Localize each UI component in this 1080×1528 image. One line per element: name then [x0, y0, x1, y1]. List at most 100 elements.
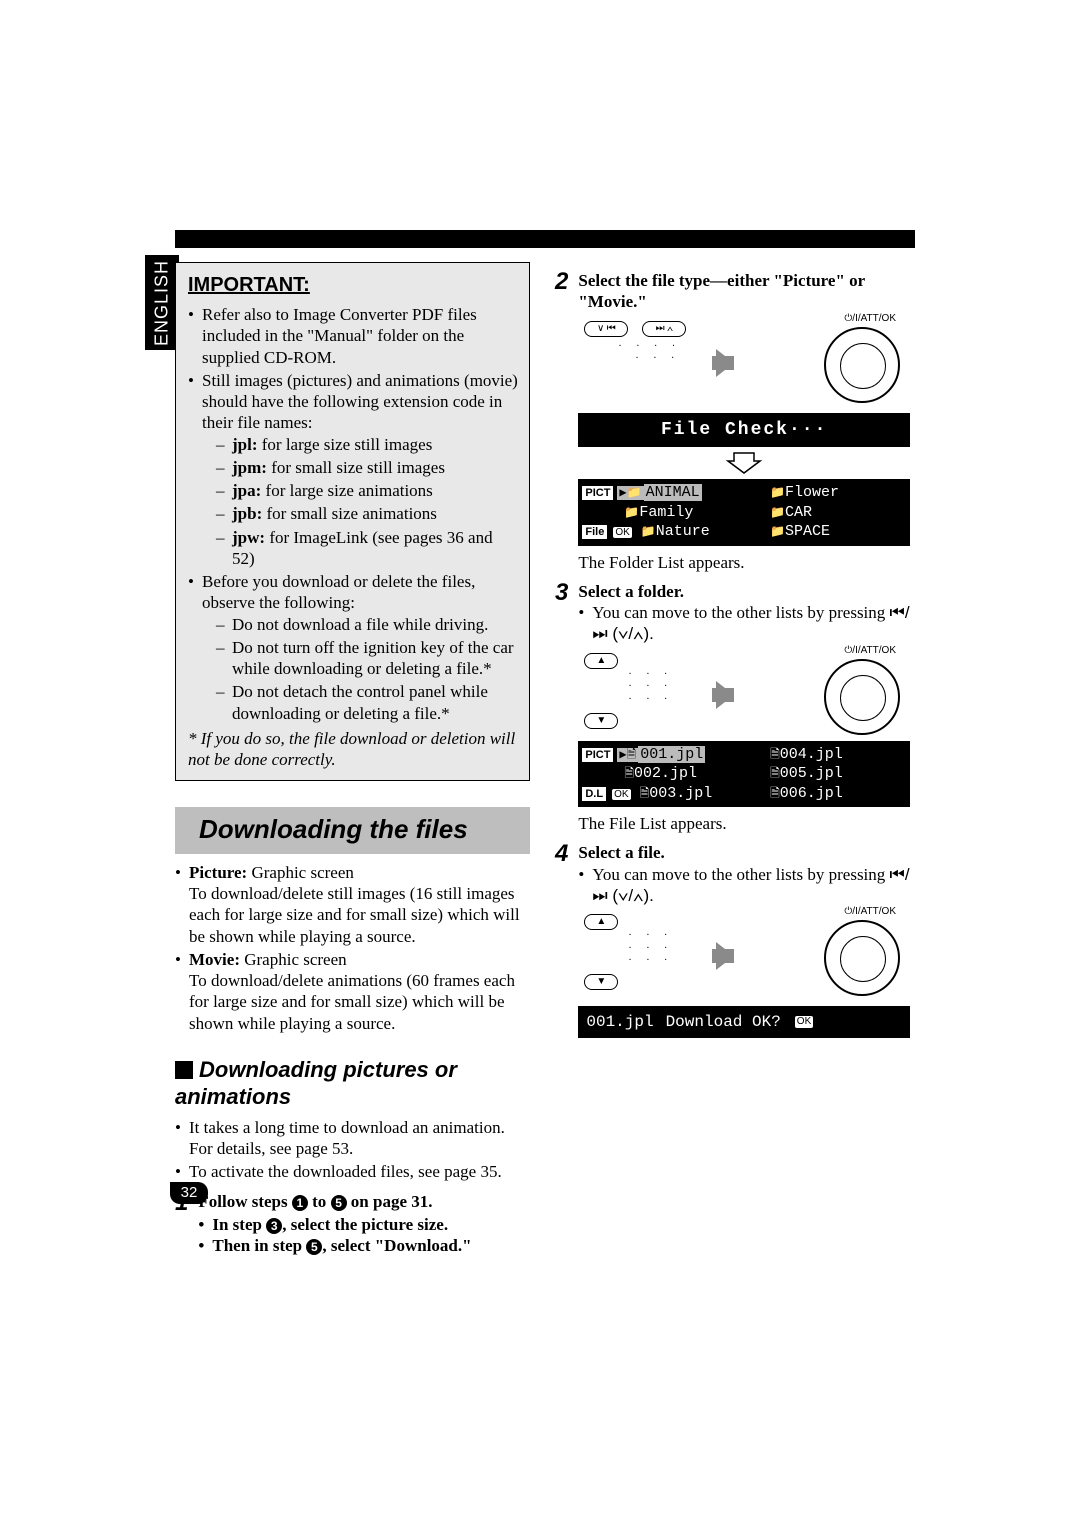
mov-label: Movie:: [189, 950, 240, 969]
imp-b1: Refer also to Image Converter PDF files …: [188, 304, 519, 368]
step-1-line: Follow steps 1 to 5 on page 31.: [198, 1191, 530, 1212]
s1-l3: on page 31.: [347, 1192, 433, 1211]
lcd-file: 001.jpl: [586, 1012, 653, 1032]
top-bar: [175, 230, 915, 248]
fl-r1a: 001.jpl: [638, 746, 705, 763]
fl-r1b: 004.jpl: [780, 746, 843, 763]
fg-r3b: SPACE: [785, 523, 830, 540]
lcd-text: File Check···: [578, 419, 910, 442]
pre-a: It takes a long time to download an anim…: [175, 1117, 530, 1160]
step-4-title: Select a file.: [578, 842, 910, 863]
ext-jpm: jpm: for small size still images: [216, 457, 519, 478]
s4b: You can move to the other lists by press…: [592, 865, 889, 884]
obs-b: Do not turn off the ignition key of the …: [216, 637, 519, 680]
fl-r2b: 005.jpl: [780, 765, 843, 782]
mov-entry: Movie: Graphic screen To download/delete…: [175, 949, 530, 1034]
page-number-badge: 32: [170, 1182, 208, 1204]
important-title: IMPORTANT:: [188, 273, 519, 298]
dial-diagram-4: ▲ ▼ · · ·· · ·· · · ⏻/I/ATT/OK: [578, 912, 910, 1002]
dial-knob-4: [824, 920, 900, 996]
imp-b3-text: Before you download or delete the files,…: [202, 572, 475, 612]
tag-dl: D.L: [582, 787, 606, 801]
ext-jpb: jpb: for small size animations: [216, 503, 519, 524]
step2-caption: The Folder List appears.: [578, 552, 910, 573]
fg-r2b: CAR: [785, 504, 812, 521]
sub-heading-text: Downloading pictures or animations: [175, 1057, 457, 1110]
imp-b2: Still images (pictures) and animations (…: [188, 370, 519, 569]
lcd-file-check: File Check···: [578, 413, 910, 448]
dial-diagram-2: ∨ ⏮ ⏭ ∧ · · · · · · · ⏻/I/ATT/OK: [578, 319, 910, 409]
step4-bullet: You can move to the other lists by press…: [578, 864, 910, 907]
section-banner: Downloading the files: [175, 807, 530, 854]
file-list-lcd: PICT▶🗎001.jpl🗎004.jpl 🗎002.jpl🗎005.jpl D…: [578, 741, 910, 808]
ext-jpm-t: for small size still images: [267, 458, 445, 477]
s1s2b: , select "Download.": [322, 1236, 471, 1255]
important-note: * If you do so, the file download or del…: [188, 728, 519, 771]
btn-up-4: ▲: [584, 914, 618, 930]
dial-diagram-3: ▲ ▼ · · ·· · ·· · · ⏻/I/ATT/OK: [578, 651, 910, 741]
btn-up: ▲: [584, 653, 618, 669]
left-column: IMPORTANT: Refer also to Image Converter…: [175, 262, 530, 1256]
ext-jpa: jpa: for large size animations: [216, 480, 519, 501]
ext-jpw-t: for ImageLink (see pages 36 and 52): [232, 528, 493, 568]
step3-bullet: You can move to the other lists by press…: [578, 602, 910, 645]
btn-down-4: ▼: [584, 974, 618, 990]
lcd-msg: Download OK?: [666, 1012, 781, 1032]
circ-5: 5: [331, 1195, 347, 1211]
ext-jpw: jpw: for ImageLink (see pages 36 and 52): [216, 527, 519, 570]
tag-pict: PICT: [582, 486, 613, 500]
important-box: IMPORTANT: Refer also to Image Converter…: [175, 262, 530, 781]
fl-r3a: 003.jpl: [649, 785, 712, 802]
arrow-icon-4: [716, 942, 734, 970]
arrow-icon-3: [716, 681, 734, 709]
step-2-title: Select the file type—either "Picture" or…: [578, 270, 910, 313]
imp-b3: Before you download or delete the files,…: [188, 571, 519, 724]
right-column: 2 Select the file type—either "Picture" …: [555, 262, 910, 1038]
step-2: 2 Select the file type—either "Picture" …: [555, 270, 910, 573]
pic-entry: Picture: Graphic screen To download/dele…: [175, 862, 530, 947]
pre-b: To activate the downloaded files, see pa…: [175, 1161, 530, 1182]
folder-list-lcd: PICT▶📁ANIMAL📁Flower 📁Family📁CAR FileOK 📁…: [578, 479, 910, 546]
ext-jpa-l: jpa:: [232, 481, 261, 500]
ext-jpw-l: jpw:: [232, 528, 265, 547]
dial-label-2: ⏻/I/ATT/OK: [844, 313, 896, 326]
tag-file: File: [582, 525, 607, 539]
dots: · · · · · · ·: [618, 341, 698, 401]
language-tab: ENGLISH: [145, 255, 179, 350]
s1s2a: Then in step: [212, 1236, 306, 1255]
s1-sub2: Then in step 5, select "Download.": [198, 1235, 530, 1256]
step-3: 3 Select a folder. You can move to the o…: [555, 581, 910, 835]
step-4-num: 4: [555, 842, 568, 1038]
obs-c: Do not detach the control panel while do…: [216, 681, 519, 724]
dial-label-3: ⏻/I/ATT/OK: [844, 645, 896, 658]
ext-jpm-l: jpm:: [232, 458, 267, 477]
dial-label-4: ⏻/I/ATT/OK: [844, 906, 896, 919]
tag-pict3: PICT: [582, 748, 613, 762]
s3b: You can move to the other lists by press…: [592, 603, 889, 622]
step-3-title: Select a folder.: [578, 581, 910, 602]
ok-badge: OK: [795, 1016, 813, 1029]
arrow-icon: [716, 349, 734, 377]
mov-text: Graphic screen: [240, 950, 347, 969]
step-1: 1 Follow steps 1 to 5 on page 31. In ste…: [175, 1191, 530, 1257]
btn-prev: ∨ ⏮: [584, 321, 628, 337]
s1-l2: to: [308, 1192, 331, 1211]
mov-desc: To download/delete animations (60 frames…: [189, 971, 515, 1033]
ext-jpa-t: for large size animations: [261, 481, 433, 500]
circ-5b: 5: [306, 1239, 322, 1255]
step-4: 4 Select a file. You can move to the oth…: [555, 842, 910, 1038]
dots4: · · ·· · ·· · ·: [628, 930, 708, 990]
pic-text: Graphic screen: [247, 863, 354, 882]
ext-jpb-l: jpb:: [232, 504, 262, 523]
s1s1b: , select the picture size.: [282, 1215, 448, 1234]
ext-jpb-t: for small size animations: [262, 504, 437, 523]
square-icon: [175, 1061, 193, 1079]
fg-r1a: ANIMAL: [644, 484, 702, 501]
down-arrow-icon: [726, 451, 762, 475]
step-2-num: 2: [555, 270, 568, 573]
btn-down: ▼: [584, 713, 618, 729]
dial-knob-3: [824, 659, 900, 735]
s1-sub1: In step 3, select the picture size.: [198, 1214, 530, 1235]
pic-desc: To download/delete still images (16 stil…: [189, 884, 520, 946]
lcd-download-ok: 001.jpl Download OK? OK: [578, 1006, 910, 1038]
